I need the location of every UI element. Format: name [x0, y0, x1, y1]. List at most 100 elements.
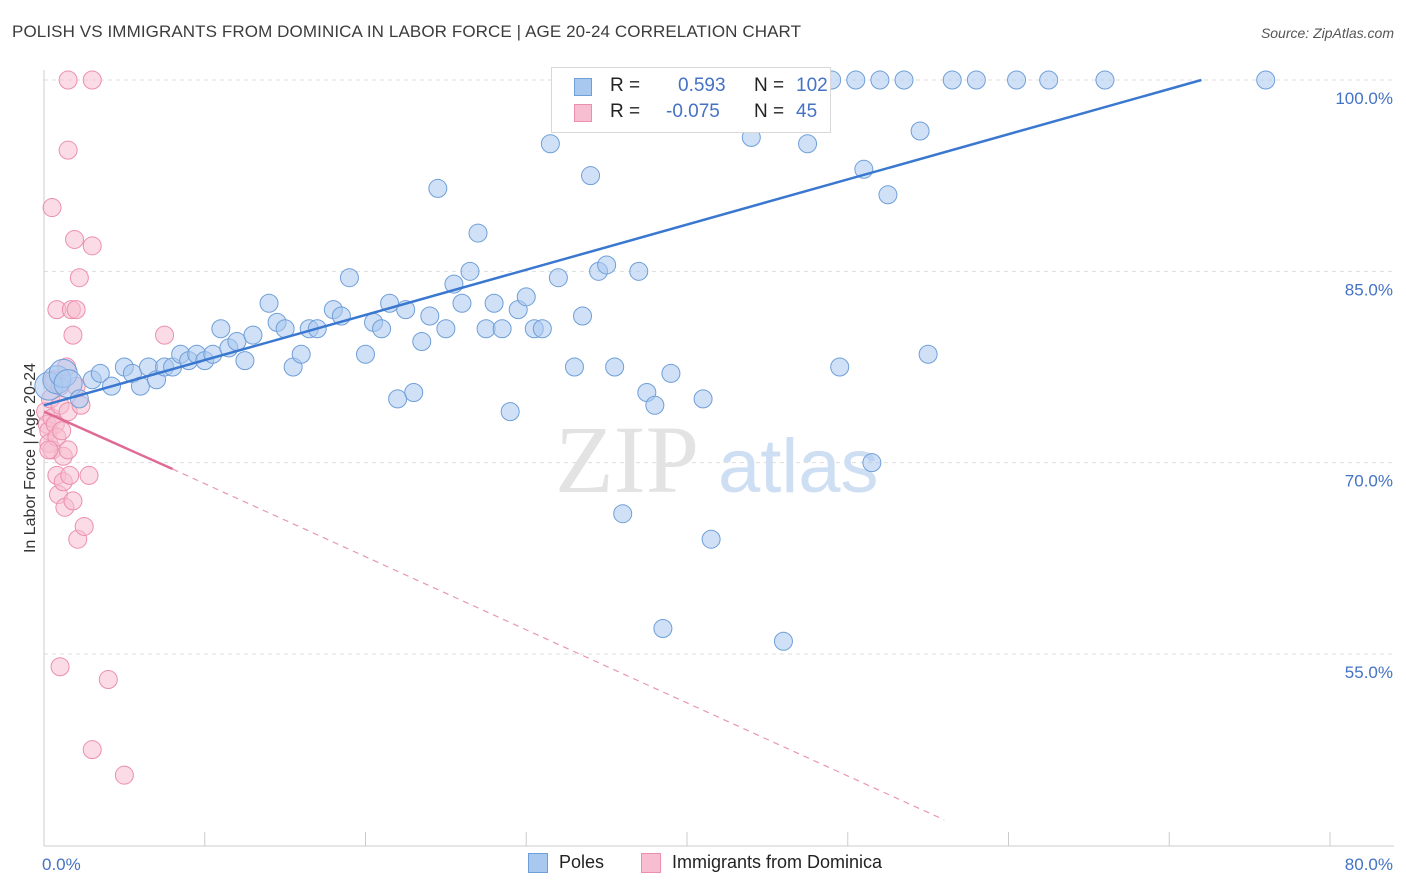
- dominica-point: [155, 325, 175, 345]
- poles-point: [372, 319, 392, 339]
- poles-point: [291, 344, 311, 364]
- poles-point: [870, 70, 890, 90]
- poles-point: [878, 185, 898, 205]
- poles-points: [34, 70, 1276, 651]
- poles-point: [356, 344, 375, 364]
- dominica-point: [82, 236, 102, 256]
- y-tick-label: 55.0%: [1345, 663, 1393, 682]
- bottom-legend-swatch-blue: [528, 853, 548, 873]
- poles-point: [532, 319, 552, 339]
- poles-point: [564, 357, 584, 377]
- dominica-point: [58, 440, 78, 460]
- poles-point: [460, 261, 480, 281]
- dominica-point: [60, 465, 80, 485]
- poles-point: [1095, 70, 1115, 90]
- dominica-point: [69, 268, 89, 288]
- poles-point: [259, 293, 279, 313]
- poles-point: [862, 453, 882, 473]
- legend-n-value: 45: [796, 101, 818, 122]
- dominica-point: [82, 740, 102, 760]
- poles-point: [388, 389, 408, 409]
- poles-point: [412, 331, 432, 351]
- dominica-trend-extension: [172, 468, 945, 821]
- poles-point: [468, 223, 488, 243]
- dominica-trend-line: [43, 410, 174, 471]
- bottom-legend-label: Poles: [559, 852, 605, 872]
- legend-r-label: R =: [610, 101, 641, 122]
- dominica-point: [65, 229, 85, 249]
- watermark-zip: ZIP: [555, 406, 699, 513]
- poles-point: [492, 319, 512, 339]
- legend-n-value: 102: [796, 75, 828, 96]
- poles-point: [484, 293, 504, 313]
- bottom-legend-swatch-pink: [641, 853, 661, 873]
- poles-point: [910, 121, 930, 141]
- poles-point: [540, 134, 560, 154]
- dominica-point: [63, 325, 83, 345]
- dominica-point: [74, 516, 94, 536]
- legend-box: R = 0.593 N = 102 R = -0.075 N = 45: [551, 67, 831, 133]
- legend-swatch-blue: [574, 78, 592, 96]
- poles-point: [1256, 70, 1276, 90]
- legend-r-label: R =: [610, 75, 641, 96]
- dominica-point: [50, 657, 70, 677]
- poles-point: [436, 319, 456, 339]
- poles-point: [613, 504, 633, 524]
- poles-point: [581, 166, 601, 186]
- poles-point: [235, 351, 255, 371]
- dominica-point: [114, 765, 134, 785]
- poles-point: [1039, 70, 1059, 90]
- x-tick-marks: [43, 832, 1331, 846]
- source-label: Source: ZipAtlas.com: [1260, 25, 1394, 41]
- poles-point: [653, 618, 673, 638]
- poles-trend-line: [43, 78, 1202, 407]
- legend-swatch-pink: [574, 104, 592, 122]
- poles-point: [629, 261, 649, 281]
- poles-point: [404, 383, 424, 403]
- poles-point: [918, 344, 938, 364]
- poles-point: [661, 363, 681, 383]
- poles-point: [846, 70, 866, 90]
- dominica-point: [98, 670, 118, 690]
- poles-point: [645, 395, 665, 415]
- legend-r-value: -0.075: [666, 101, 720, 122]
- legend-n-label: N =: [754, 101, 785, 122]
- poles-point: [211, 319, 231, 339]
- poles-point: [693, 389, 713, 409]
- y-tick-labels: 55.0% 70.0% 85.0% 100.0%: [1335, 89, 1393, 682]
- y-tick-label: 70.0%: [1345, 472, 1393, 491]
- dominica-point: [58, 70, 78, 90]
- dominica-point: [52, 421, 72, 441]
- dominica-point: [63, 491, 83, 511]
- watermark-atlas: atlas: [718, 424, 879, 509]
- legend-r-value: 0.593: [678, 75, 726, 96]
- poles-point: [597, 255, 617, 275]
- legend-n-label: N =: [754, 75, 785, 96]
- poles-point: [339, 268, 359, 288]
- dominica-points: [36, 70, 175, 785]
- poles-point: [573, 306, 593, 326]
- poles-point: [894, 70, 914, 90]
- dominica-point: [79, 465, 99, 485]
- poles-point: [476, 319, 496, 339]
- dominica-point: [42, 198, 62, 218]
- poles-point: [420, 306, 440, 326]
- poles-point: [773, 631, 793, 651]
- poles-point: [701, 529, 721, 549]
- dominica-point: [58, 140, 78, 160]
- poles-point: [516, 287, 536, 307]
- poles-point: [243, 325, 263, 345]
- chart-title: POLISH VS IMMIGRANTS FROM DOMINICA IN LA…: [12, 22, 802, 41]
- y-tick-label: 85.0%: [1345, 280, 1393, 299]
- poles-point: [500, 402, 520, 422]
- poles-point: [966, 70, 986, 90]
- poles-point: [1007, 70, 1027, 90]
- poles-point: [942, 70, 962, 90]
- bottom-legend-label: Immigrants from Dominica: [672, 852, 883, 872]
- trend-lines: [43, 78, 1202, 821]
- poles-point: [428, 178, 448, 198]
- poles-point: [830, 357, 850, 377]
- x-tick-label-min: 0.0%: [42, 855, 81, 874]
- poles-point: [90, 363, 110, 383]
